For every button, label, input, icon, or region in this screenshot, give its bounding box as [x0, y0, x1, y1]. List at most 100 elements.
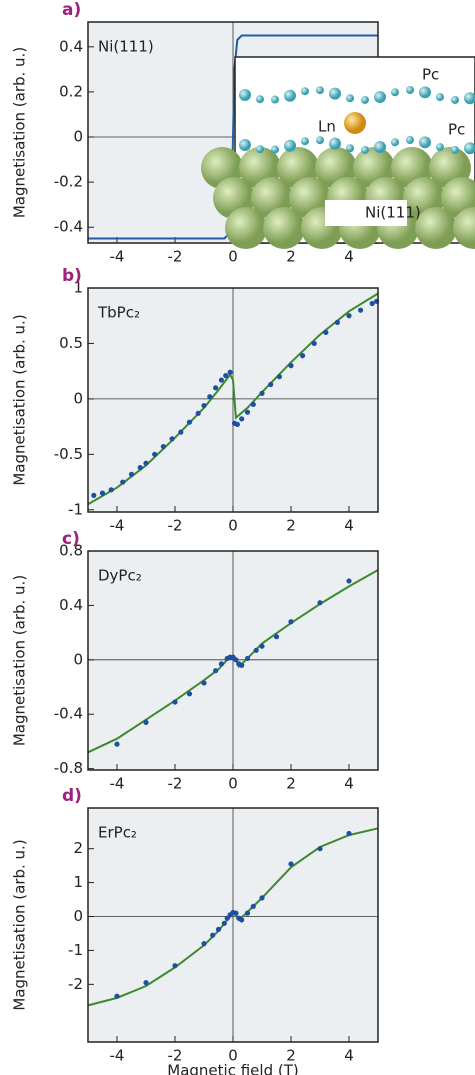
ln-atom [344, 112, 366, 134]
data-point [160, 443, 166, 450]
inset-label: Ni(111) [365, 204, 421, 222]
y-axis-label: Magnetisation (arb. u.) [11, 47, 29, 218]
data-point [288, 619, 294, 625]
label-box [325, 200, 407, 226]
x-tick-label: -4 [110, 1047, 125, 1065]
pc-atom [284, 139, 296, 152]
data-point [244, 910, 251, 916]
y-tick-label: 0 [73, 650, 83, 668]
annotation: DyPc₂ [98, 567, 142, 585]
x-tick-label: 2 [286, 517, 296, 535]
data-point [213, 385, 219, 391]
y-axis-label: Magnetisation (arb. u.) [11, 575, 29, 746]
data-point [244, 409, 251, 415]
data-point [253, 647, 259, 653]
data-point [317, 600, 323, 606]
panel-label: a) [62, 0, 81, 20]
pc-atom [374, 91, 386, 104]
x-axis-label: Magnetic field (T) [167, 1062, 298, 1075]
y-tick-label: 0 [73, 389, 83, 407]
x-tick-label: -4 [110, 248, 125, 266]
y-tick-label: -0.5 [54, 445, 83, 463]
x-tick-label: 0 [228, 517, 238, 535]
y-tick-label: 0 [73, 128, 83, 146]
pc-atom [256, 145, 264, 154]
data-point [143, 719, 149, 725]
data-point [201, 941, 207, 947]
y-tick-label: -0.4 [54, 218, 83, 236]
pc-atom [329, 87, 341, 100]
pc-atom [301, 87, 309, 96]
data-point [323, 329, 329, 335]
ni-atom [453, 207, 475, 249]
x-tick-label: 4 [344, 1047, 354, 1065]
data-point [137, 465, 143, 471]
pc-atom [361, 145, 369, 154]
x-tick-label: 2 [286, 1047, 296, 1065]
ni-atom [415, 207, 457, 249]
data-point [300, 353, 306, 359]
panel-label: b) [62, 266, 82, 286]
data-point [128, 471, 135, 477]
y-tick-label: 1 [73, 873, 83, 891]
x-tick-label: 4 [344, 517, 354, 535]
data-point [234, 421, 240, 427]
ni-atom [225, 207, 267, 249]
data-point [218, 377, 224, 383]
plot-frame [87, 807, 379, 1043]
data-point [233, 910, 239, 916]
data-point [169, 436, 175, 442]
data-point [317, 846, 323, 852]
x-tick-label: 0 [228, 1047, 238, 1065]
data-point [288, 861, 294, 867]
y-tick-label: -0.4 [54, 705, 83, 723]
data-point [259, 390, 265, 396]
data-point [227, 369, 233, 375]
y-axis-label: Magnetisation (arb. u.) [11, 314, 29, 485]
pc-atom [346, 94, 354, 103]
data-point [99, 490, 106, 496]
inset-label: Ln [318, 118, 336, 136]
pc-atom [301, 137, 309, 146]
data-point [250, 401, 256, 408]
pc-atom [419, 136, 431, 149]
data-point [244, 655, 251, 662]
plot-frame [87, 287, 379, 513]
x-tick-label: -2 [168, 1047, 183, 1065]
panel-label: d) [62, 786, 82, 806]
pc-atom [239, 89, 251, 101]
data-point [239, 917, 245, 923]
data-line [88, 34, 378, 240]
annotation: ErPc₂ [98, 824, 137, 842]
y-tick-label: 2 [73, 839, 83, 857]
x-tick-label: -4 [110, 775, 125, 793]
y-tick-label: 0.5 [59, 334, 83, 352]
data-point [143, 980, 149, 986]
data-point [215, 926, 222, 933]
y-tick-label: -1 [68, 941, 83, 959]
data-point [224, 915, 230, 921]
y-tick-label: 0.8 [59, 542, 83, 560]
x-tick-label: -2 [168, 775, 183, 793]
data-point [221, 920, 227, 926]
data-point [201, 680, 207, 686]
data-point [186, 691, 193, 697]
inset: Pc Ln Pc Ni(111) [201, 56, 475, 249]
ni-atom [263, 207, 305, 249]
y-tick-label: -0.2 [54, 173, 83, 191]
pc-atom [374, 141, 386, 154]
pc-atom [256, 95, 264, 104]
y-tick-label: 1 [73, 279, 83, 297]
x-tick-label: 4 [344, 248, 354, 266]
data-point [114, 741, 120, 747]
y-tick-label: 0 [73, 907, 83, 925]
inset-label: Pc [448, 121, 465, 139]
pc-atom [316, 136, 324, 145]
data-point [239, 662, 245, 668]
plot-frame [87, 550, 379, 771]
data-point [239, 416, 245, 422]
pc-atom [436, 143, 444, 152]
data-point [195, 410, 201, 416]
pc-atom [284, 89, 296, 102]
